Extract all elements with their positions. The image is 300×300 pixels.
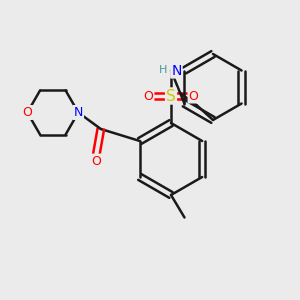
Text: O: O [144,89,153,103]
Text: O: O [22,106,32,119]
Text: N: N [74,106,83,119]
Text: N: N [171,64,182,77]
Text: S: S [166,88,176,104]
Text: O: O [189,89,198,103]
Text: H: H [158,64,167,75]
Text: N: N [74,106,83,119]
Text: O: O [92,154,101,168]
